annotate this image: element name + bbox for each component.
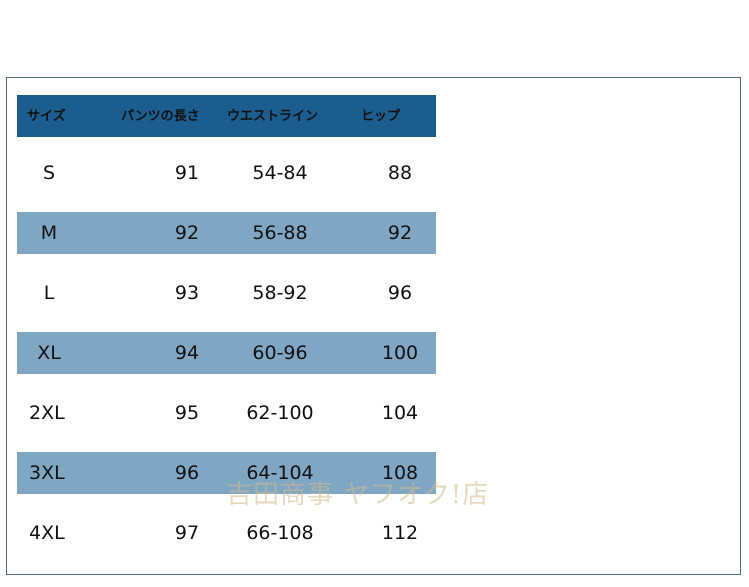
cell-hip: 92 — [387, 222, 413, 244]
table-row: M 92 56-88 92 — [17, 212, 436, 254]
cell-size: S — [42, 162, 56, 184]
cell-size: M — [40, 222, 58, 244]
table-row: 3XL 96 64-104 108 — [17, 452, 436, 494]
table-row: 4XL 97 66-108 112 — [17, 512, 436, 554]
content-frame — [6, 77, 741, 575]
cell-length: 94 — [174, 342, 200, 364]
cell-hip: 108 — [381, 462, 419, 484]
header-hip: ヒップ — [361, 109, 401, 124]
table-row: S 91 54-84 88 — [17, 152, 436, 194]
cell-length: 91 — [174, 162, 200, 184]
cell-waist: 56-88 — [252, 222, 308, 244]
header-waist: ウエストライン — [227, 109, 319, 124]
table-row: XL 94 60-96 100 — [17, 332, 436, 374]
table-header-row: サイズ パンツの長さ ウエストライン ヒップ — [17, 95, 436, 137]
cell-hip: 96 — [387, 282, 413, 304]
cell-waist: 62-100 — [246, 402, 314, 424]
cell-size: XL — [37, 342, 61, 364]
cell-size: 4XL — [29, 522, 65, 544]
cell-length: 92 — [174, 222, 200, 244]
cell-size: L — [43, 282, 55, 304]
cell-waist: 54-84 — [252, 162, 308, 184]
cell-hip: 88 — [387, 162, 413, 184]
header-pants-length: パンツの長さ — [121, 109, 200, 124]
table-row: L 93 58-92 96 — [17, 272, 436, 314]
cell-hip: 112 — [381, 522, 419, 544]
table-row: 2XL 95 62-100 104 — [17, 392, 436, 434]
cell-length: 96 — [174, 462, 200, 484]
cell-hip: 104 — [381, 402, 419, 424]
shop-watermark: 吉田商事 ヤフオク!店 — [226, 480, 490, 510]
cell-waist: 66-108 — [246, 522, 314, 544]
cell-waist: 64-104 — [246, 462, 314, 484]
cell-hip: 100 — [381, 342, 419, 364]
cell-waist: 60-96 — [252, 342, 308, 364]
cell-length: 97 — [174, 522, 200, 544]
cell-size: 2XL — [29, 402, 65, 424]
size-chart-table: サイズ パンツの長さ ウエストライン ヒップ S 91 54-84 88 M 9… — [17, 95, 436, 554]
cell-waist: 58-92 — [252, 282, 308, 304]
header-size: サイズ — [27, 109, 66, 124]
cell-size: 3XL — [29, 462, 65, 484]
cell-length: 93 — [174, 282, 200, 304]
cell-length: 95 — [174, 402, 200, 424]
